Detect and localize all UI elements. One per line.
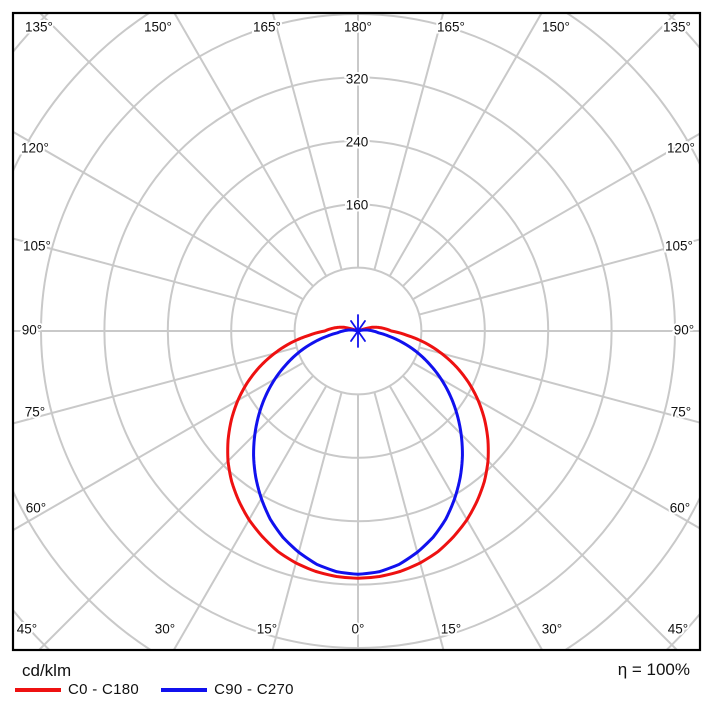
grid-spoke — [13, 346, 298, 425]
angle-label: 30° — [542, 622, 562, 637]
angle-label: 165° — [437, 20, 465, 35]
angle-label: 45° — [668, 622, 688, 637]
unit-label: cd/klm — [22, 661, 72, 680]
grid-spoke — [37, 375, 314, 650]
angle-label: 15° — [441, 622, 461, 637]
angle-label: 0° — [352, 622, 365, 637]
legend-label-c0-c180: C0 - C180 — [68, 681, 140, 698]
angle-label: 90° — [674, 323, 694, 338]
grid-spoke — [13, 130, 304, 301]
curves — [226, 325, 490, 580]
angle-label: 30° — [155, 622, 175, 637]
angle-label: 45° — [17, 622, 37, 637]
center-marker-asterisk — [350, 314, 366, 348]
legend-swatch-c90-c270 — [161, 687, 208, 692]
grid-spoke — [412, 132, 700, 301]
legend-label-c90-c270: C90 - C270 — [214, 681, 294, 698]
angle-label: 75° — [25, 405, 45, 420]
angle-label: 165° — [253, 20, 281, 35]
grid-spoke — [388, 385, 544, 650]
grid-spoke — [412, 361, 700, 530]
radial-tick-label: 160 — [346, 198, 369, 213]
angle-label: 180° — [344, 20, 372, 35]
angle-label: 135° — [663, 20, 691, 35]
angle-label: 105° — [23, 239, 51, 254]
grid-spoke — [418, 238, 700, 316]
angle-label: 120° — [21, 141, 49, 156]
grid-spoke — [373, 13, 445, 271]
grid-spoke — [388, 13, 543, 277]
angle-label: 60° — [670, 501, 690, 516]
angle-label: 150° — [542, 20, 570, 35]
grid-spoke — [271, 13, 343, 271]
legend: C0 - C180 C90 - C270 — [15, 681, 316, 698]
grid-spoke — [402, 13, 678, 287]
grid-spoke — [373, 391, 445, 650]
plot-border — [11, 11, 702, 652]
angle-label: 75° — [671, 405, 691, 420]
curve-c0-c180 — [226, 325, 490, 580]
angle-label: 90° — [22, 323, 42, 338]
legend-swatch-c0-c180 — [15, 687, 61, 692]
angle-label: 60° — [26, 501, 46, 516]
grid-spoke — [172, 385, 328, 650]
radial-tick-label: 240 — [346, 135, 369, 150]
marker-ray — [350, 320, 366, 342]
grid-spoke — [271, 391, 343, 650]
grid-spoke — [13, 237, 298, 316]
grid-spoke — [418, 346, 700, 424]
grid-spoke — [402, 375, 679, 650]
efficiency-label: η = 100% — [617, 660, 690, 679]
radial-tick-label: 320 — [346, 72, 369, 87]
grid-spoke — [38, 13, 314, 287]
angle-label: 15° — [257, 622, 277, 637]
angle-label: 150° — [144, 20, 172, 35]
angle-label: 105° — [665, 239, 693, 254]
curve-c90-c270 — [252, 328, 464, 576]
angle-label: 135° — [25, 20, 53, 35]
grid-spoke — [13, 361, 304, 532]
grid-spoke — [173, 13, 328, 277]
angle-label: 120° — [667, 141, 695, 156]
